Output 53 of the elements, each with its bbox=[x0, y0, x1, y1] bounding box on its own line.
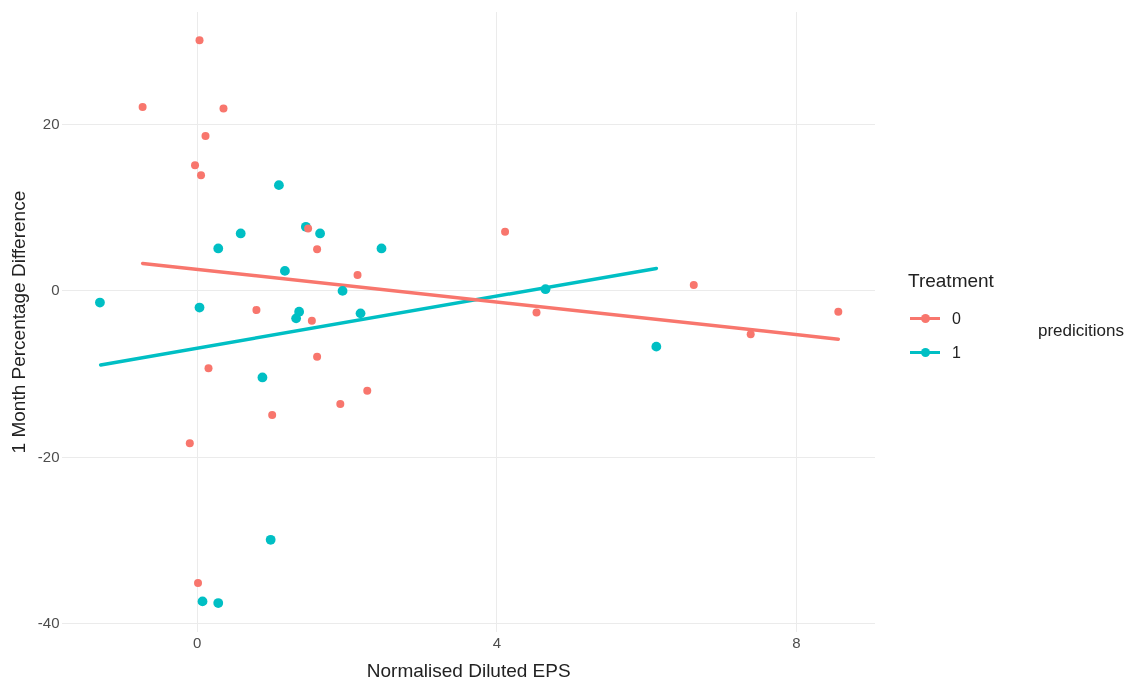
point bbox=[219, 104, 228, 113]
legend-label: 1 bbox=[952, 344, 961, 362]
point bbox=[834, 307, 843, 316]
legend-label: 0 bbox=[952, 310, 961, 328]
y-tick-label: 0 bbox=[51, 281, 60, 299]
point bbox=[197, 596, 208, 607]
y-tick-label: 20 bbox=[42, 114, 60, 132]
point bbox=[194, 302, 205, 313]
point bbox=[257, 372, 268, 383]
point bbox=[95, 297, 105, 308]
point bbox=[194, 579, 203, 588]
point bbox=[689, 281, 698, 290]
point bbox=[291, 313, 302, 324]
point bbox=[313, 245, 322, 254]
point bbox=[337, 285, 348, 296]
point bbox=[268, 410, 277, 419]
point bbox=[363, 386, 372, 395]
point bbox=[213, 598, 224, 608]
point bbox=[304, 224, 313, 233]
point bbox=[274, 180, 284, 191]
point bbox=[336, 400, 345, 409]
point bbox=[197, 171, 206, 180]
point bbox=[201, 132, 210, 141]
point bbox=[532, 308, 541, 317]
text: predicitions bbox=[1038, 321, 1124, 341]
x-tick-label: 4 bbox=[492, 634, 501, 652]
point bbox=[376, 243, 387, 254]
point bbox=[195, 36, 204, 45]
point bbox=[138, 102, 147, 111]
point bbox=[315, 228, 325, 239]
point bbox=[746, 330, 755, 339]
point bbox=[185, 439, 194, 448]
point bbox=[265, 534, 276, 545]
x-axis-title: Normalised Diluted EPS bbox=[366, 659, 571, 681]
point bbox=[540, 284, 551, 295]
point bbox=[313, 352, 322, 361]
x-tick-label: 8 bbox=[792, 634, 801, 652]
y-tick-label: -20 bbox=[37, 447, 60, 465]
point bbox=[307, 316, 316, 325]
y-axis-title: 1 Month Percentage Difference bbox=[7, 190, 29, 454]
point bbox=[279, 266, 290, 276]
x-tick-label: 0 bbox=[193, 634, 202, 652]
point bbox=[235, 228, 246, 239]
point bbox=[353, 271, 362, 280]
legend-title: Treatment bbox=[908, 270, 994, 292]
point bbox=[651, 341, 662, 352]
point bbox=[252, 306, 261, 315]
point bbox=[204, 364, 213, 373]
point bbox=[191, 161, 200, 170]
point bbox=[501, 227, 510, 236]
y-tick-label: -40 bbox=[37, 614, 60, 632]
point bbox=[355, 308, 366, 319]
point bbox=[213, 243, 224, 254]
